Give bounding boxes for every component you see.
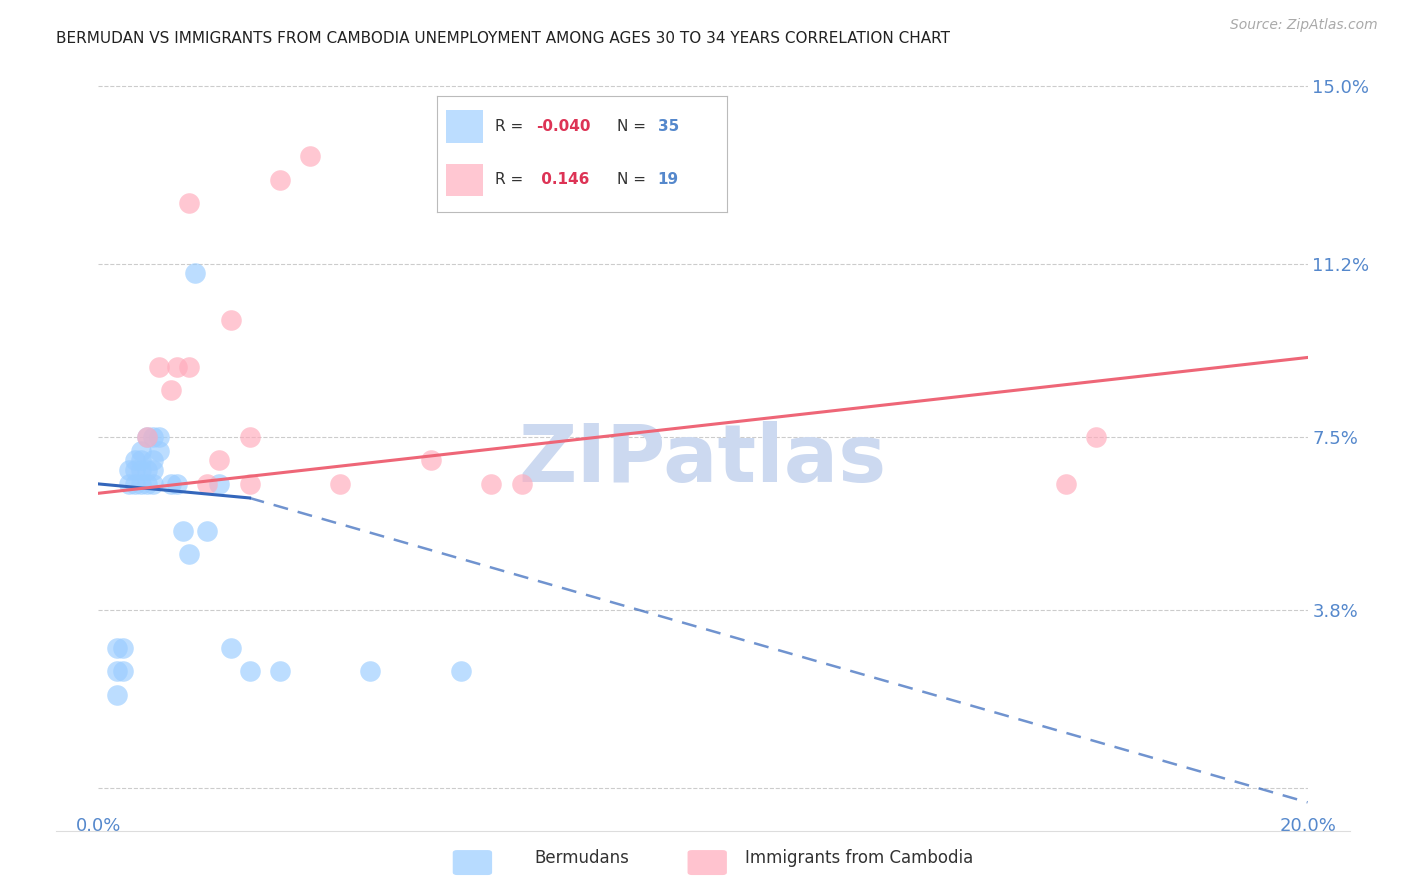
Point bbox=[166, 359, 188, 374]
Point bbox=[142, 463, 165, 477]
Point bbox=[179, 547, 201, 561]
Point bbox=[124, 463, 146, 477]
Point bbox=[135, 430, 157, 444]
Point bbox=[142, 476, 165, 491]
Point bbox=[221, 640, 243, 655]
Point bbox=[142, 430, 165, 444]
Point bbox=[124, 453, 146, 467]
Point bbox=[148, 359, 170, 374]
Text: BERMUDAN VS IMMIGRANTS FROM CAMBODIA UNEMPLOYMENT AMONG AGES 30 TO 34 YEARS CORR: BERMUDAN VS IMMIGRANTS FROM CAMBODIA UNE… bbox=[56, 31, 950, 46]
Text: Bermudans: Bermudans bbox=[534, 849, 628, 867]
Point bbox=[329, 476, 352, 491]
Point bbox=[239, 476, 262, 491]
Point bbox=[195, 524, 218, 538]
Point bbox=[269, 664, 291, 678]
Point bbox=[179, 359, 201, 374]
Point bbox=[420, 453, 443, 467]
Point bbox=[111, 664, 134, 678]
Point bbox=[105, 688, 128, 702]
Text: ZIPatlas: ZIPatlas bbox=[519, 420, 887, 499]
Point bbox=[184, 266, 207, 280]
Point bbox=[111, 640, 134, 655]
Point bbox=[105, 664, 128, 678]
Point bbox=[135, 476, 157, 491]
Point bbox=[450, 664, 472, 678]
Point bbox=[208, 476, 231, 491]
Point bbox=[239, 430, 262, 444]
Point bbox=[208, 453, 231, 467]
Point bbox=[129, 453, 152, 467]
Point bbox=[360, 664, 382, 678]
Point bbox=[166, 476, 188, 491]
Point bbox=[148, 430, 170, 444]
Point bbox=[1085, 430, 1108, 444]
Point bbox=[269, 172, 291, 186]
Point bbox=[118, 476, 141, 491]
Point bbox=[135, 430, 157, 444]
Point bbox=[221, 313, 243, 327]
Point bbox=[105, 640, 128, 655]
Point bbox=[160, 383, 183, 397]
Point bbox=[135, 463, 157, 477]
Text: Immigrants from Cambodia: Immigrants from Cambodia bbox=[745, 849, 973, 867]
Point bbox=[1054, 476, 1077, 491]
Point bbox=[129, 444, 152, 458]
Point bbox=[481, 476, 503, 491]
Point bbox=[124, 476, 146, 491]
Point bbox=[195, 476, 218, 491]
Point bbox=[179, 195, 201, 210]
Point bbox=[172, 524, 194, 538]
Point bbox=[148, 444, 170, 458]
Point bbox=[142, 453, 165, 467]
Point bbox=[299, 149, 322, 163]
Point bbox=[118, 463, 141, 477]
Point bbox=[510, 476, 533, 491]
Point bbox=[239, 664, 262, 678]
Point bbox=[160, 476, 183, 491]
Point bbox=[129, 476, 152, 491]
Point bbox=[129, 463, 152, 477]
Text: Source: ZipAtlas.com: Source: ZipAtlas.com bbox=[1230, 18, 1378, 31]
